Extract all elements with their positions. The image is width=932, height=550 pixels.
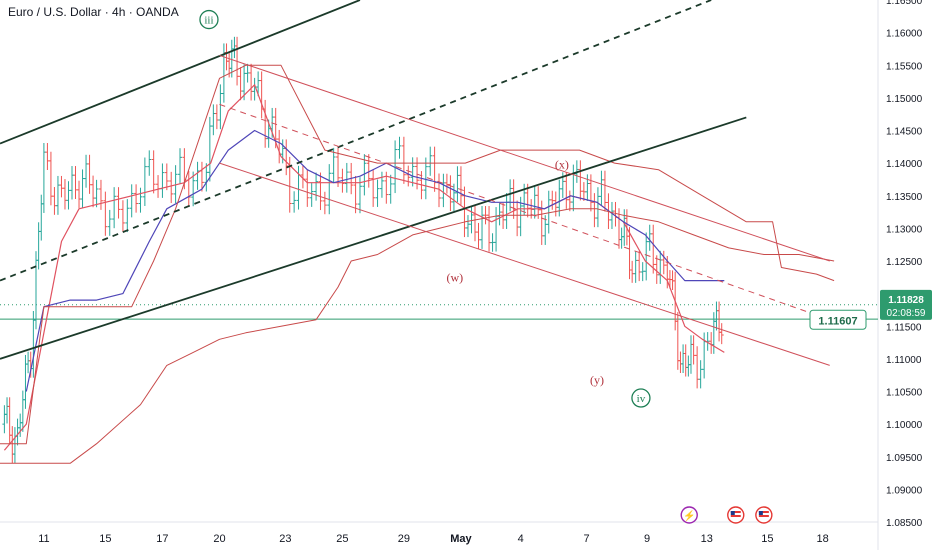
price-tick-label: 1.12500 [886,257,923,268]
wave-label: (w) [446,270,463,284]
series-ma-red [3,84,725,451]
trend-line-6 [219,103,830,321]
time-tick-label: 9 [644,533,650,545]
time-tick-label: 15 [761,533,773,545]
price-tick-label: 1.14000 [886,159,923,170]
us-flag-event-icon-2-canton [758,511,763,515]
time-tick-label: 20 [213,533,225,545]
price-tick-label: 1.09000 [886,485,923,496]
current-price-countdown: 02:08:59 [887,308,926,319]
trend-line-5 [219,162,830,366]
us-flag-event-icon-2-stripe [758,511,769,513]
price-line-tag-value: 1.11607 [818,315,857,327]
lightning-event-icon [680,506,698,524]
series-cloud-lower [0,208,835,464]
us-flag-event-icon-canton [730,511,735,515]
current-price-tag [880,289,932,320]
wave-label-circle [199,9,219,30]
time-tick-label: 29 [398,533,410,545]
time-tick-label: 17 [156,533,168,545]
lightning-event-icon-glyph: ⚡ [683,509,695,522]
price-tick-label: 1.13500 [886,192,923,203]
series-cloud-upper [0,64,835,445]
trend-line-3 [0,0,712,282]
price-tick-label: 1.08500 [886,518,923,529]
price-tick-label: 1.11500 [886,322,922,333]
price-tick-label: 1.15500 [886,61,923,72]
time-tick-label: May [450,533,472,545]
trend-line-2 [0,116,747,360]
price-tick-label: 1.16500 [886,0,923,7]
time-tick-label: 23 [279,533,291,545]
chart-title: Euro / U.S. Dollar · 4h · OANDA [8,5,179,19]
price-tick-label: 1.10000 [886,420,923,431]
us-flag-event-icon-stripe [730,515,741,517]
wave-label: (y) [590,373,604,387]
price-tick-label: 1.10500 [886,388,923,399]
wave-label: iii [204,15,213,27]
time-tick-label: 4 [518,533,524,545]
price-tick-label: 1.11000 [886,355,922,366]
price-tick-label: 1.16000 [886,29,923,40]
price-line-tag [809,309,867,330]
trend-line-4 [219,54,830,262]
price-tick-label: 1.15000 [886,94,923,105]
wave-label-circle [631,388,651,408]
us-flag-event-icon-2-stripe [758,515,769,517]
us-flag-event-icon-stripe [730,511,741,513]
time-tick-label: 18 [817,533,829,545]
time-tick-label: 15 [99,533,111,545]
time-tick-label: 25 [336,533,348,545]
series-ma-blue [25,129,725,392]
price-tick-label: 1.09500 [886,453,923,464]
time-tick-label: 7 [583,533,589,545]
wave-label: iv [637,393,646,405]
current-price-value: 1.11828 [888,295,924,306]
plot-area: iii (x) (w) (y) iv [0,0,878,464]
wave-label: (x) [555,157,569,171]
price-tick-label: 1.14500 [886,127,923,138]
price-tick-label: 1.13000 [886,224,923,235]
trend-line-1 [0,0,361,145]
time-tick-label: 11 [38,533,49,545]
time-tick-label: 13 [701,533,713,545]
